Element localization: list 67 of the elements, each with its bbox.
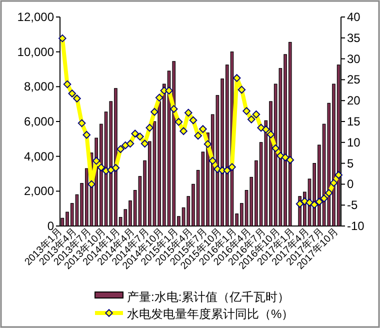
y2-tick-label: 10 xyxy=(347,135,361,150)
point xyxy=(150,108,158,116)
y-tick-label: 10,000 xyxy=(17,44,54,59)
point xyxy=(208,156,217,165)
y-tick-label: 12,000 xyxy=(17,10,54,24)
point xyxy=(63,80,72,88)
point xyxy=(199,125,207,133)
point xyxy=(170,105,178,113)
point xyxy=(131,130,139,138)
y-tick-label: 8,000 xyxy=(24,80,54,94)
y2-tick-label: -5 xyxy=(347,198,358,212)
point xyxy=(296,200,304,208)
point xyxy=(184,108,192,117)
point xyxy=(238,86,246,94)
point xyxy=(146,124,154,132)
point xyxy=(97,164,106,172)
y-tick-label: 2,000 xyxy=(24,184,54,198)
point xyxy=(330,179,338,187)
point xyxy=(223,166,232,174)
y2-tick-label: 25 xyxy=(347,72,361,87)
point xyxy=(320,194,328,202)
y2-tick-label: 0 xyxy=(347,177,354,192)
point xyxy=(136,132,144,140)
point xyxy=(165,86,173,94)
point xyxy=(78,119,86,128)
point xyxy=(204,140,212,148)
y2-tick-label: 35 xyxy=(347,30,361,45)
point xyxy=(174,118,183,126)
point xyxy=(262,126,270,134)
point xyxy=(68,90,76,98)
legend-label: 产量:水电:累计值（亿千瓦时） xyxy=(127,290,290,304)
point xyxy=(214,165,222,174)
y2-tick-label: 5 xyxy=(347,156,354,170)
point xyxy=(189,116,198,124)
point xyxy=(334,171,342,179)
point xyxy=(272,144,280,152)
point xyxy=(82,130,91,139)
point xyxy=(88,180,96,188)
point xyxy=(232,74,241,82)
point xyxy=(112,164,120,172)
y2-tick-label: 15 xyxy=(347,114,361,128)
point xyxy=(266,130,275,138)
point xyxy=(116,145,124,153)
point xyxy=(180,127,188,136)
point xyxy=(315,198,324,206)
y-tick-label: 6,000 xyxy=(24,114,54,128)
point xyxy=(286,156,294,164)
y2-tick-label: -10 xyxy=(347,219,365,233)
point xyxy=(306,198,314,206)
y2-tick-label: 30 xyxy=(347,52,361,66)
point xyxy=(228,163,236,171)
point xyxy=(73,94,81,102)
y-tick-label: 4,000 xyxy=(24,149,54,164)
point xyxy=(194,132,202,140)
point xyxy=(242,107,250,115)
point xyxy=(126,140,134,148)
point xyxy=(92,156,100,165)
point xyxy=(247,116,256,124)
point xyxy=(140,140,149,148)
y2-tick-label: 40 xyxy=(347,10,361,24)
legend-label: 水电发电量年度累计同比（%） xyxy=(127,307,294,321)
y2-tick-label: 20 xyxy=(347,94,361,108)
point xyxy=(310,200,318,209)
point xyxy=(155,94,164,102)
point xyxy=(324,189,333,197)
point xyxy=(252,110,260,118)
point xyxy=(58,34,66,42)
